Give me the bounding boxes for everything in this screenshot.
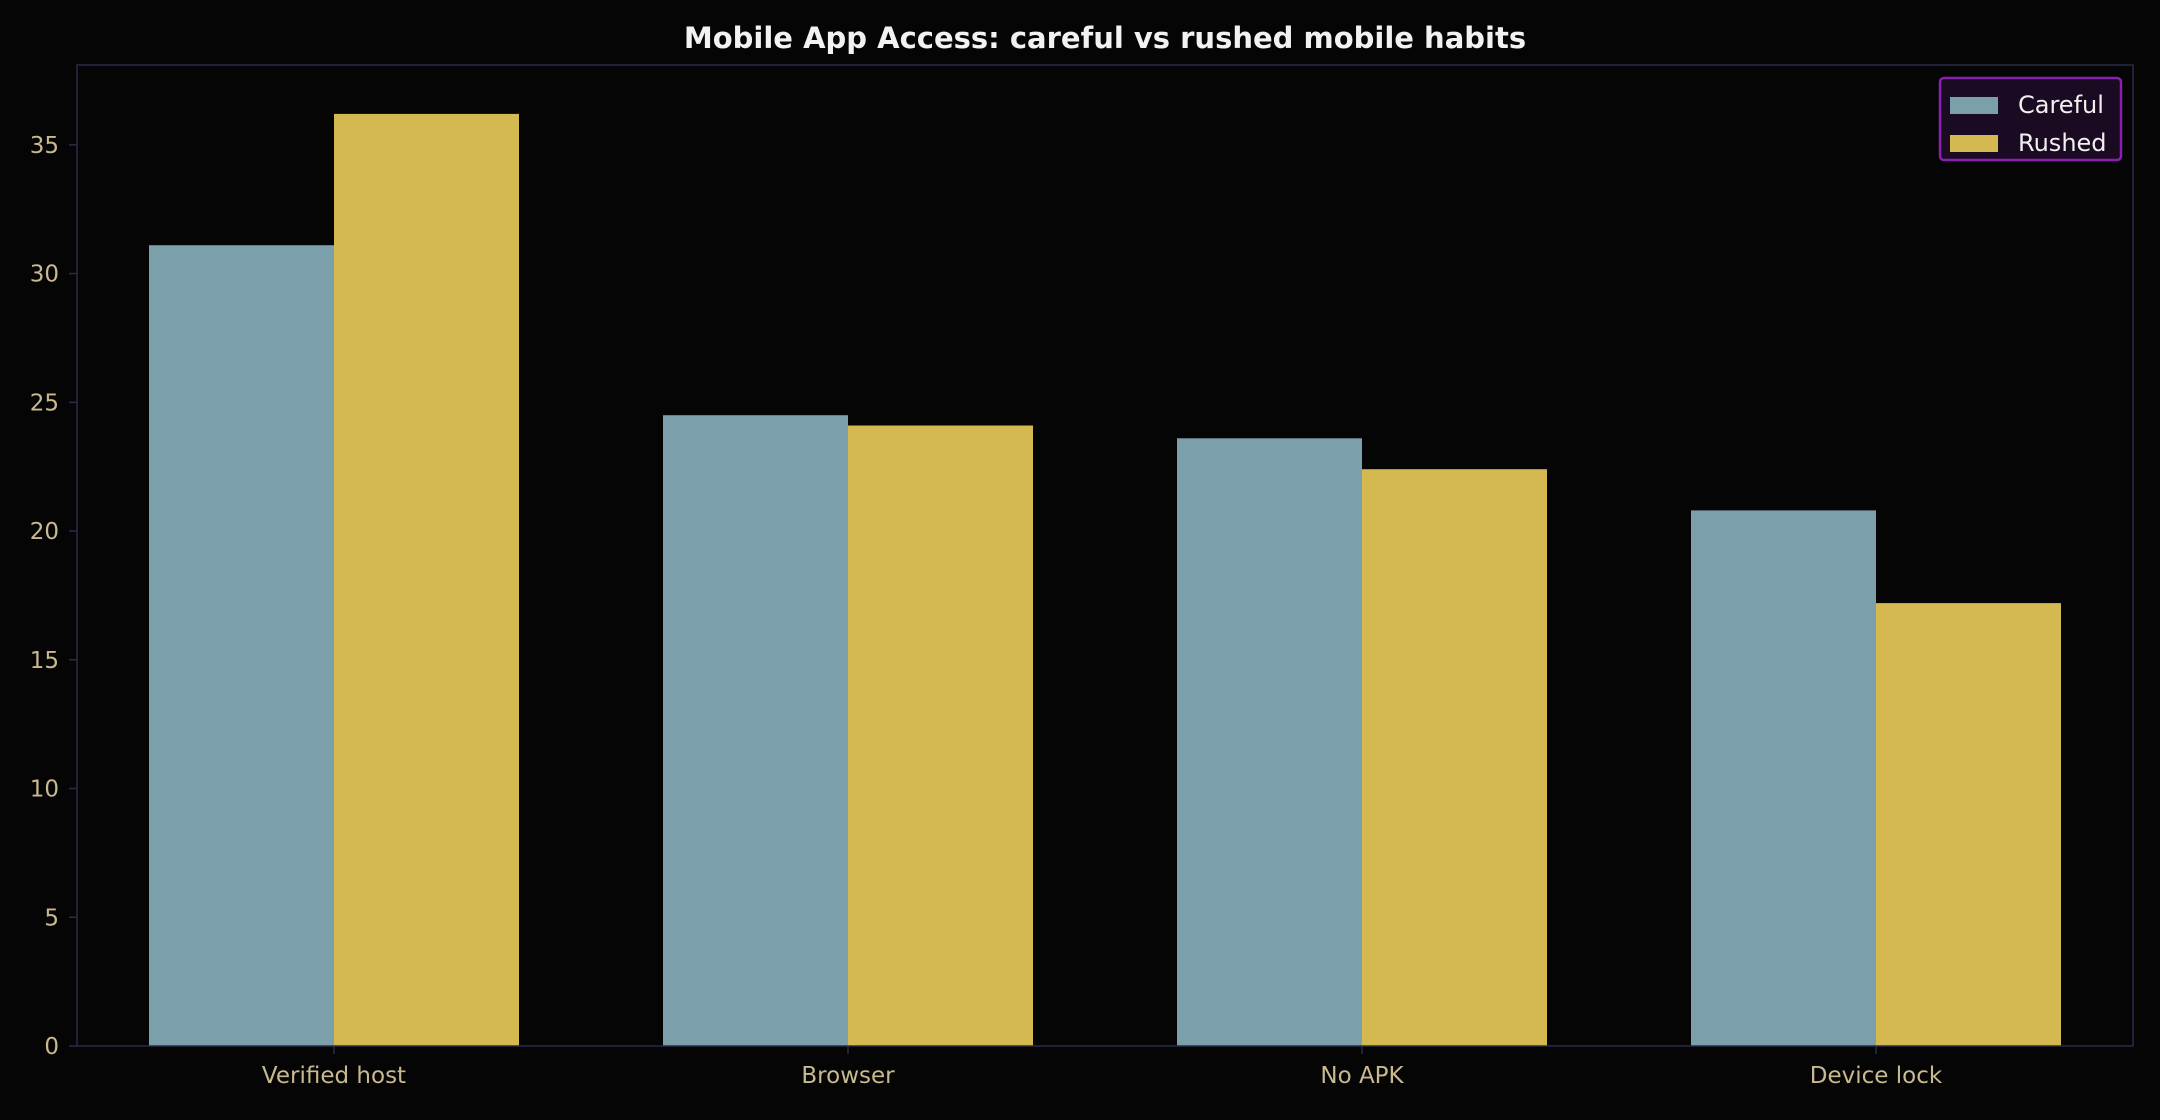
y-tick-label: 15 (30, 648, 59, 674)
axes-layer: Verified host Browser No APK Device lock 0 5 1… (30, 64, 2134, 1089)
bar-rushed-browser (848, 425, 1033, 1046)
bar-rushed-no-apk (1362, 469, 1547, 1046)
x-tick-label: Browser (801, 1063, 895, 1089)
y-tick-label: 10 (30, 777, 59, 803)
legend: Careful Rushed (1938, 76, 2123, 162)
plot-frame (76, 64, 2134, 1047)
bar-careful-no-apk (1177, 438, 1362, 1046)
legend-swatch-careful (1950, 97, 1998, 114)
x-tick-label: No APK (1320, 1063, 1404, 1089)
bar-rushed-verified-host (334, 113, 519, 1046)
bar-careful-browser (663, 415, 848, 1046)
y-tick-label: 5 (44, 905, 59, 931)
bar-careful-device-lock (1691, 510, 1876, 1046)
y-tick-label: 35 (30, 133, 59, 159)
y-tick-label: 0 (44, 1034, 59, 1060)
y-tick-label: 30 (30, 262, 59, 288)
legend-swatch-rushed (1950, 135, 1998, 152)
bars-layer (149, 113, 2061, 1046)
y-tick-label: 20 (30, 519, 59, 545)
legend-label-rushed: Rushed (2018, 129, 2107, 157)
chart-title: Mobile App Access: careful vs rushed mob… (684, 21, 1526, 55)
bar-careful-verified-host (149, 245, 334, 1046)
bar-rushed-device-lock (1876, 603, 2061, 1046)
x-tick-label: Verified host (262, 1063, 406, 1089)
x-tick-label: Device lock (1810, 1063, 1943, 1089)
y-tick-label: 25 (30, 390, 59, 416)
legend-label-careful: Careful (2018, 91, 2104, 119)
